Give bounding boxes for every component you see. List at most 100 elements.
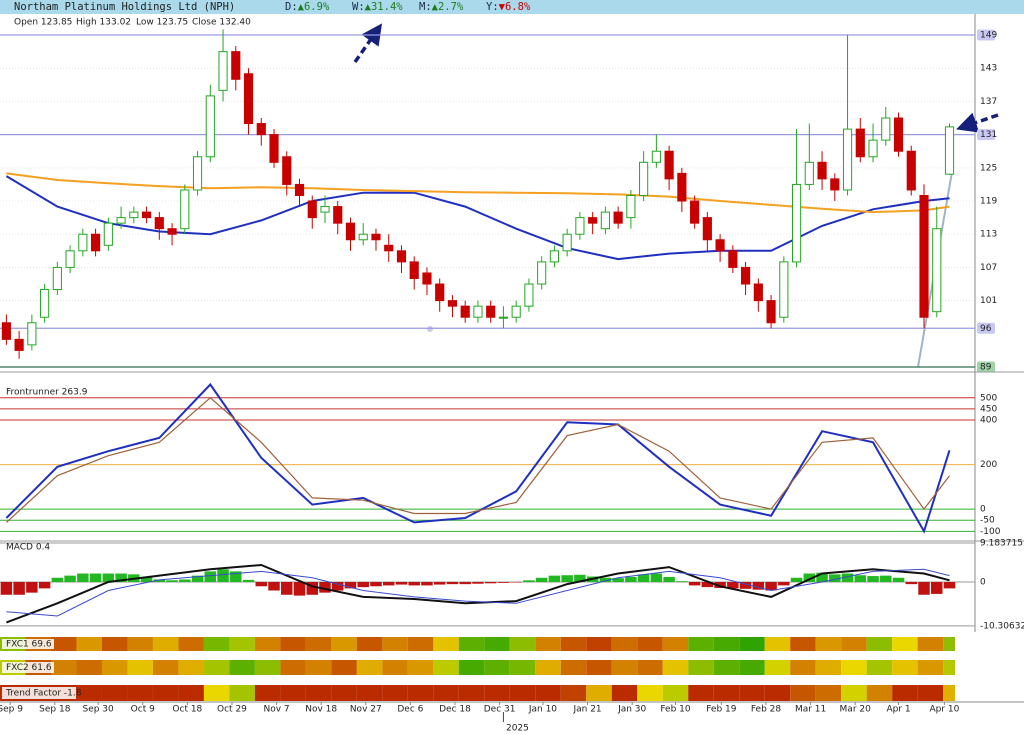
x-tick-label: Sep 18 bbox=[39, 705, 71, 715]
histogram-bar bbox=[242, 579, 255, 583]
x-tick-label: Oct 18 bbox=[172, 705, 202, 715]
heat-cell bbox=[917, 660, 944, 675]
histogram-bar bbox=[153, 579, 166, 583]
candle-body bbox=[435, 283, 445, 302]
candle-body bbox=[307, 200, 317, 219]
candle-body bbox=[294, 183, 305, 196]
histogram-bar bbox=[306, 582, 318, 595]
histogram-bar bbox=[931, 582, 943, 594]
candle-body bbox=[715, 239, 725, 252]
heat-cell bbox=[688, 685, 714, 701]
candle-body bbox=[651, 150, 661, 163]
period-change: D:▲6.9% bbox=[285, 1, 330, 13]
heat-cell bbox=[458, 660, 485, 675]
candle-body bbox=[855, 128, 865, 158]
y-tick-label: 101 bbox=[980, 296, 997, 306]
level-anchor bbox=[427, 326, 433, 332]
year-label: 2025 bbox=[506, 724, 529, 734]
candle-body bbox=[868, 139, 878, 158]
heat-cell bbox=[586, 685, 612, 701]
histogram-bar bbox=[230, 571, 242, 583]
candle-body bbox=[167, 228, 177, 235]
histogram-bar bbox=[26, 582, 38, 593]
candle-body bbox=[192, 156, 203, 191]
annotation-arrow bbox=[956, 112, 999, 133]
y-tick-label: -50 bbox=[980, 516, 995, 526]
candle-body bbox=[256, 123, 266, 136]
y-tick-label: 200 bbox=[980, 460, 997, 470]
x-tick-label: Dec 31 bbox=[484, 705, 516, 715]
x-tick-label: Jan 30 bbox=[617, 705, 646, 715]
candle-body bbox=[269, 134, 279, 163]
x-tick-label: Jan 10 bbox=[528, 705, 557, 715]
period-change: W:▲31.4% bbox=[352, 1, 403, 13]
period-label: D: bbox=[285, 1, 298, 13]
candle-body bbox=[447, 300, 458, 307]
heat-cell bbox=[101, 660, 128, 675]
heat-cell bbox=[739, 637, 765, 651]
x-tick-label: Dec 6 bbox=[397, 705, 423, 715]
candle-body bbox=[422, 272, 432, 285]
heat-cell bbox=[152, 637, 179, 651]
level-label: 96 bbox=[980, 324, 992, 334]
heat-label: FXC1 69.6 bbox=[6, 640, 52, 650]
candle-body bbox=[116, 217, 126, 224]
candle-body bbox=[358, 233, 368, 241]
moving-average bbox=[6, 172, 950, 214]
heat-cell bbox=[586, 660, 612, 675]
macd-line bbox=[6, 568, 950, 617]
heat-cell bbox=[611, 685, 638, 701]
y-tick-label: -100 bbox=[980, 527, 1001, 537]
heat-cell bbox=[280, 637, 306, 651]
histogram-bar bbox=[778, 582, 790, 586]
heat-cell bbox=[356, 685, 383, 701]
heat-cell bbox=[407, 660, 434, 675]
candle-body bbox=[842, 128, 853, 191]
period-value: ▲6.9% bbox=[298, 1, 330, 13]
heat-cell bbox=[509, 660, 536, 675]
y-tick-label: 143 bbox=[980, 64, 997, 74]
histogram-bar bbox=[179, 579, 191, 583]
candle-body bbox=[78, 233, 88, 252]
period-change: Y:▼6.8% bbox=[486, 1, 531, 13]
x-tick-label: Nov 7 bbox=[263, 705, 289, 715]
candle-body bbox=[906, 150, 916, 191]
histogram-bar bbox=[841, 573, 854, 583]
histogram-bar bbox=[408, 582, 420, 586]
heat-cell bbox=[535, 685, 561, 701]
heat-cell bbox=[178, 637, 204, 651]
histogram-bar bbox=[803, 573, 816, 583]
candle-body bbox=[65, 250, 75, 268]
candle-body bbox=[473, 305, 483, 318]
heat-cell bbox=[662, 685, 689, 701]
heat-cell bbox=[943, 685, 955, 701]
histogram-bar bbox=[535, 577, 548, 583]
heat-cell bbox=[382, 637, 408, 651]
y-tick-label: 107 bbox=[980, 263, 997, 273]
heat-cell bbox=[229, 685, 255, 701]
x-tick-label: Apr 1 bbox=[886, 705, 910, 715]
histogram-bar bbox=[905, 582, 918, 585]
candle-body bbox=[103, 222, 113, 246]
heat-cell bbox=[178, 660, 204, 675]
heat-cell bbox=[892, 637, 918, 651]
heat-cell bbox=[484, 660, 510, 675]
histogram-bar bbox=[765, 582, 777, 591]
heat-cell bbox=[790, 660, 816, 675]
heat-cell bbox=[917, 637, 944, 651]
candle-body bbox=[626, 194, 636, 219]
candle-body bbox=[486, 305, 496, 318]
candle-body bbox=[141, 211, 152, 219]
candle-body bbox=[817, 161, 827, 180]
y-tick-label: 400 bbox=[980, 416, 997, 426]
heat-cell bbox=[764, 637, 791, 651]
heat-cell bbox=[433, 685, 459, 701]
heat-cell bbox=[790, 637, 816, 651]
histogram-bar bbox=[293, 582, 306, 596]
histogram-bar bbox=[459, 582, 471, 585]
y-tick-label: 0 bbox=[980, 578, 986, 588]
level-box bbox=[977, 361, 995, 373]
histogram-bar bbox=[484, 582, 497, 584]
candle-body bbox=[154, 217, 164, 230]
